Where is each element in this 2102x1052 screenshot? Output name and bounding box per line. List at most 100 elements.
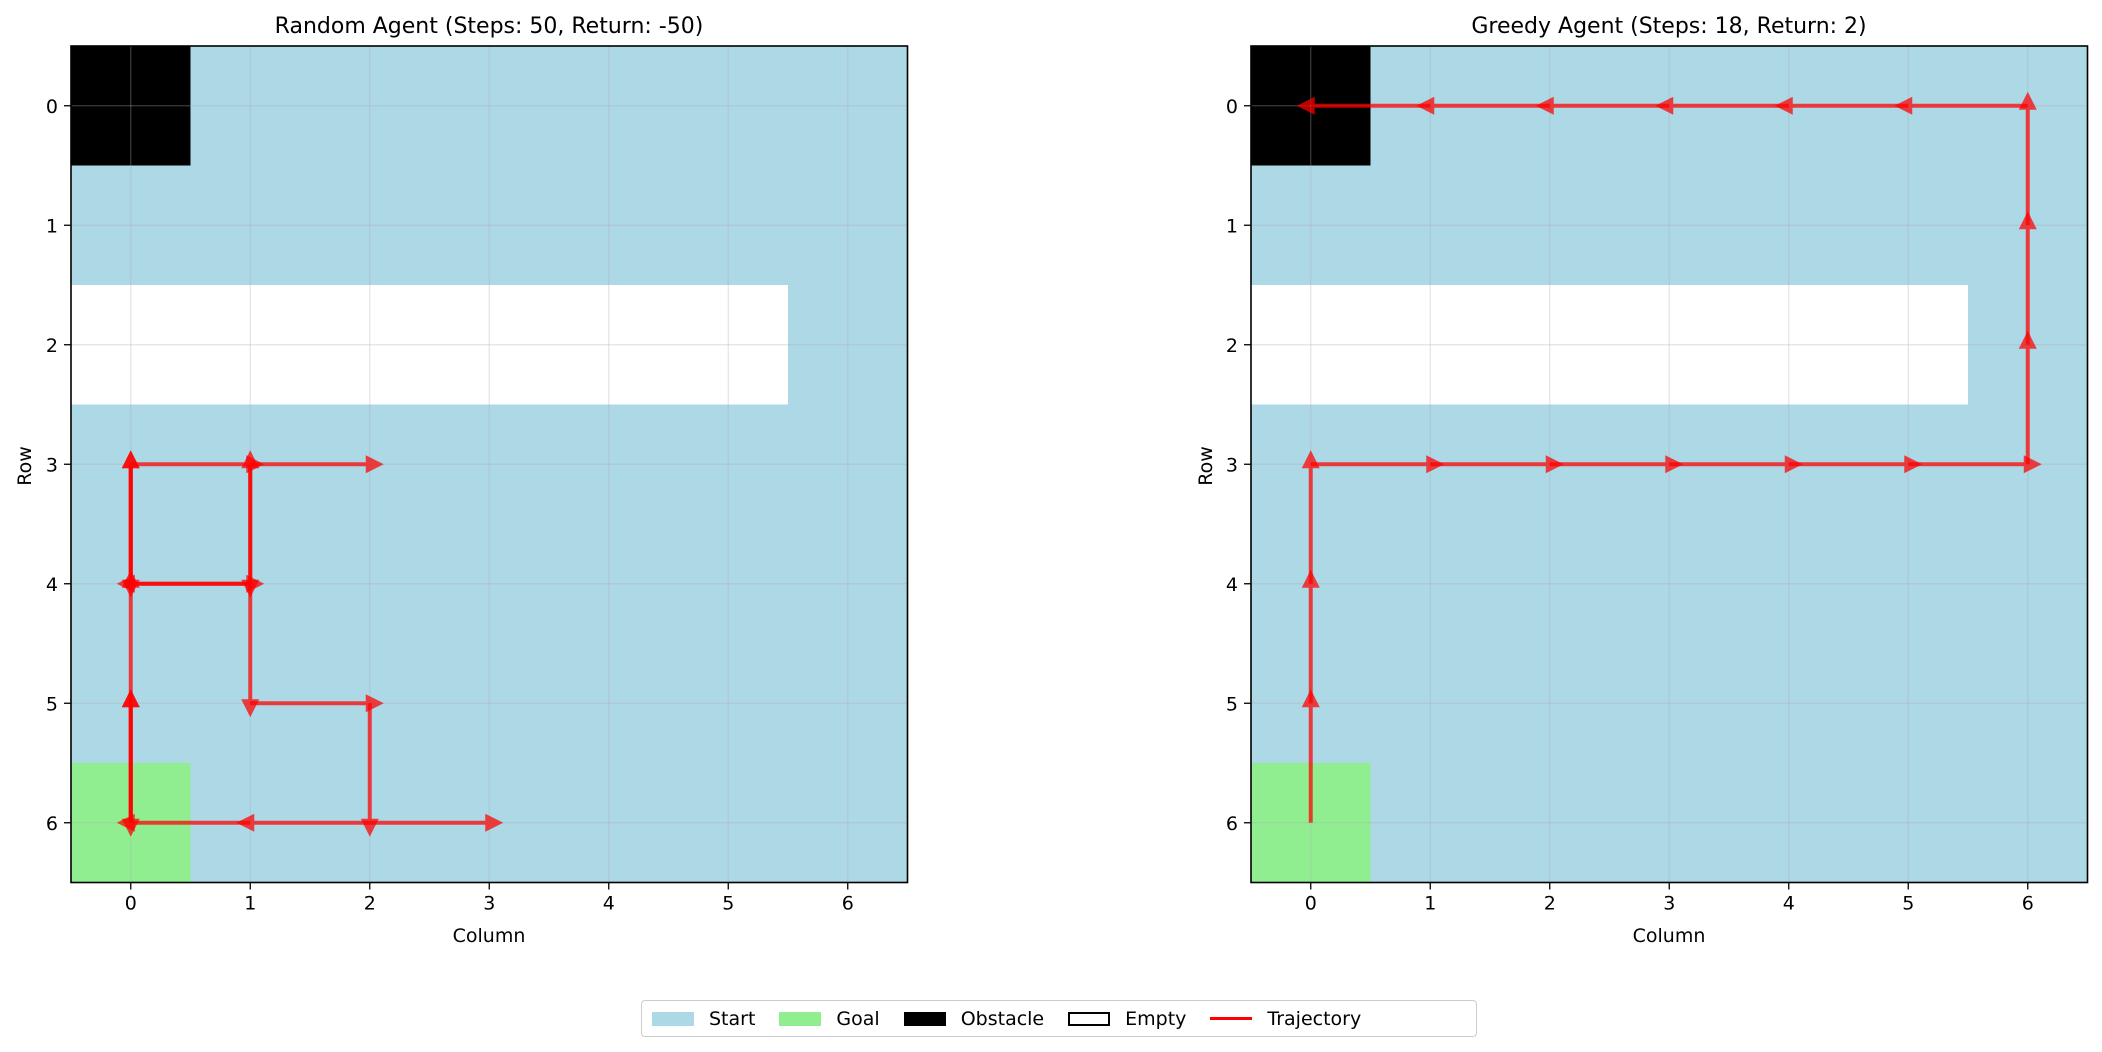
grid-cell-start [1251,165,1372,286]
grid-cell-start [1729,643,1850,764]
grid-cell-start [1370,524,1491,645]
grid-cell-start [549,46,670,167]
grid-cell-start [788,643,909,764]
y-tick-label: 2 [1226,335,1238,357]
legend-swatch-start [652,1011,694,1026]
y-tick-label: 6 [46,813,58,835]
trajectory-arrow [241,450,260,584]
grid-cell-start [788,165,909,286]
legend-label-trajectory: Trajectory [1267,1007,1362,1030]
x-tick-label: 5 [722,893,734,915]
grid-cell-start [429,165,550,286]
grid-cell-start [1370,165,1491,286]
panel-title: Random Agent (Steps: 50, Return: -50) [275,14,704,39]
x-tick-label: 0 [1305,893,1317,915]
grid-cell-start [1848,524,1969,645]
y-tick-label: 4 [46,574,58,596]
trajectory-arrow [121,450,140,584]
grid-cell-start [1729,763,1850,884]
y-tick-label: 1 [46,215,58,237]
grid-cell-start [549,763,670,884]
trajectory-arrowhead [241,450,260,469]
grid-cell-empty [310,285,431,406]
x-tick-label: 4 [603,893,615,915]
y-tick-label: 0 [1226,96,1238,118]
y-tick-label: 1 [1226,215,1238,237]
grid-cell-start [190,165,311,286]
trajectory-arrow [250,455,384,474]
grid-cell-start [310,524,431,645]
grid-cell-start [1968,643,2089,764]
panel-random-agent: Random Agent (Steps: 50, Return: -50) 0 1… [14,14,909,947]
legend-label-empty: Empty [1125,1007,1187,1030]
legend-label-obstacle: Obstacle [960,1007,1045,1030]
grid-cell-start [788,285,909,406]
legend-swatch-trajectory [1210,1017,1253,1020]
trajectory-arrowhead [121,689,140,708]
grid-cell-start [668,643,789,764]
grid-cell-start [1729,165,1850,286]
legend-item-start: Start [652,1008,755,1030]
trajectory-arrowhead [121,450,140,469]
y-tick-label: 3 [1226,454,1238,476]
grid-cell-start [668,404,789,525]
trajectory-arrowhead [121,818,140,837]
grid-cell-empty [71,285,192,406]
grid-cell-empty [549,285,670,406]
grid-cell-start [1609,524,1730,645]
grid-cell-start [1968,524,2089,645]
legend-item-goal: Goal [779,1007,880,1030]
grid-cell-empty [190,285,311,406]
grid-cell-start [1848,165,1969,286]
x-tick-label: 4 [1783,893,1795,915]
y-tick-label: 6 [1226,813,1238,835]
x-tick-label: 2 [1544,893,1556,915]
trajectory-arrowhead [121,579,140,598]
grid-cell-start [429,524,550,645]
grid-cell-start [788,404,909,525]
trajectory-arrow [369,813,504,832]
y-axis-label: Row [14,446,36,486]
x-tick-label: 1 [244,893,256,915]
x-tick-label: 5 [1902,893,1914,915]
legend-label-goal: Goal [836,1007,880,1030]
x-tick-label: 3 [1663,893,1675,915]
grid-cell-empty [1370,285,1491,406]
y-tick-label: 5 [46,693,58,715]
trajectory-arrow [121,703,140,837]
x-tick-label: 3 [483,893,495,915]
grid-cell-empty [1848,285,1969,406]
grid-cell-start [1968,763,2089,884]
x-tick-label: 2 [364,893,376,915]
grid-cell-start [310,46,431,167]
legend-item-obstacle: Obstacle [903,1007,1045,1030]
grid-cell-start [1490,165,1611,286]
x-tick-label: 0 [125,893,137,915]
y-tick-label: 4 [1226,574,1238,596]
grid-cell-start [668,46,789,167]
grid-cell-start [1609,763,1730,884]
legend-swatch-obstacle [903,1011,946,1026]
grid-cell-start [668,763,789,884]
grid-cell-start [549,524,670,645]
grid-cell-start [1609,643,1730,764]
trajectory-arrowhead [365,455,384,474]
grid-cell-start [1490,643,1611,764]
y-tick-label: 2 [46,335,58,357]
grid-cell-start [190,46,311,167]
grid-cell-start [429,46,550,167]
grid-cell-start [549,165,670,286]
grid-cell-start [1848,643,1969,764]
grid-cell-start [1729,524,1850,645]
grid-cell-start [1370,763,1491,884]
grid-cell-empty [1729,285,1850,406]
panel-title: Greedy Agent (Steps: 18, Return: 2) [1471,14,1866,39]
y-tick-label: 0 [46,96,58,118]
grid-cell-start [1490,763,1611,884]
grid-cell-start [668,524,789,645]
grid-cell-start [788,524,909,645]
grid-cell-start [668,165,789,286]
grid-cell-start [310,165,431,286]
x-axis-label: Column [453,925,526,947]
